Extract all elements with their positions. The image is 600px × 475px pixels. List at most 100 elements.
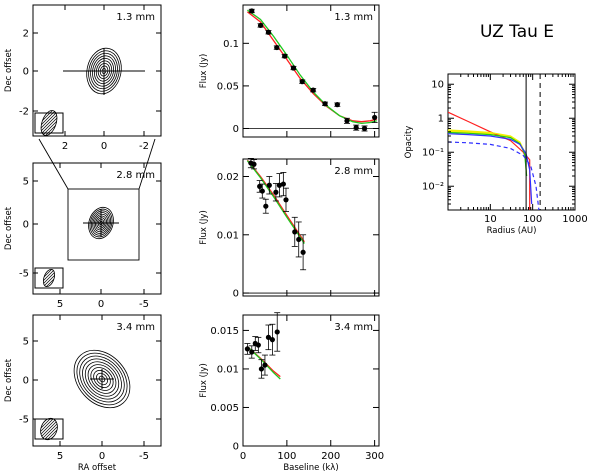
data-point [274,329,280,335]
hatch-line [64,414,94,444]
panel-label: 3.4 mm [334,322,373,333]
contour-level [96,217,106,229]
x-tick-label: -5 [139,451,149,462]
y-tick-label: 5 [23,177,29,188]
data-point [265,334,272,340]
y-tick-label: 10⁻² [422,182,444,193]
y-tick-label: 5 [23,337,29,348]
contour-level [90,210,112,236]
map-panel-3: 3.4 mm 5 0 -5 5 0 -5 Dec offset RA offset [4,314,162,473]
y-tick-label: 0 [233,442,239,453]
contour-maps: 1.3 mm 2 0 -2 2 0 -2 Dec offset 2.8 mm 5 0 -5 5 0 -5 De… [4,4,162,473]
map-x-axis-label: RA offset [78,463,117,473]
y-tick-label: 0.1 [223,39,239,50]
visibility-panel-2: 0 0.01 0.02 2.8 mm Flux (Jy) [199,158,380,300]
flux-axis-label: Flux (Jy) [199,54,209,89]
hatch-line [64,263,94,293]
opacity-curve-red [448,111,531,210]
hatch-line [64,108,94,138]
contour-level [88,206,114,240]
visibility-panel-1: 0 0.05 0.1 1.3 mm Flux (Jy) [199,4,380,138]
data-point [300,249,306,255]
x-tick-label: 10 [484,214,497,225]
visibility-plots: 0 0.05 0.1 1.3 mm Flux (Jy) 0 0.01 0.02 2.8 mm Fl… [199,4,384,473]
data-point [273,189,279,195]
contour-level [93,369,111,389]
model-curve-green [246,160,305,244]
x-tick-label: 100 [277,451,296,462]
panel-label: 2.8 mm [334,166,373,177]
beam-box [34,112,64,134]
beam-ellipse [40,417,58,441]
y-tick-label: 0.01 [217,364,239,375]
map-frame [32,162,162,295]
map-panel-1: 1.3 mm 2 0 -2 2 0 -2 Dec offset [4,4,162,152]
figure-title: UZ Tau E [480,22,554,42]
y-tick-label: 0 [23,67,29,78]
data-point [269,337,275,343]
data-point [344,118,350,124]
plot-frame [242,158,380,297]
x-tick-label: 0 [98,299,104,310]
contour-level [90,367,114,391]
contour-level [79,355,125,403]
y-tick-label: 10 [431,80,444,91]
x-tick-label: 300 [365,451,384,462]
y-tick-label: -2 [19,107,29,118]
beam-box [34,418,64,440]
contour-level [73,349,131,409]
x-tick-label: 1000 [562,214,587,225]
contour-level [93,213,109,233]
panel-label: 1.3 mm [334,12,373,23]
map-label: 1.3 mm [116,12,155,23]
data-point [299,79,305,85]
opacity-curves [448,111,540,210]
map-label: 3.4 mm [116,322,155,333]
x-tick-label: 0 [99,451,105,462]
data-point [322,101,328,107]
data-point [255,342,261,348]
data-point [290,65,297,71]
y-tick-label: 0.02 [217,172,239,183]
x-tick-label: -2 [139,141,149,152]
baseline-axis-label: Baseline (kλ) [283,463,338,473]
zoom-box [67,188,140,261]
opacity-curve-blue-dashed [448,141,540,210]
data-point [249,8,255,14]
data-point [282,53,288,59]
model-curve-red [247,11,377,123]
contour-level [95,60,113,82]
plot-frame [242,314,380,447]
data-point [262,362,268,368]
flux-axis-label: Flux (Jy) [199,363,209,398]
model-curve-green [247,9,377,125]
uncertainty-band [448,130,527,176]
x-tick-label: 5 [57,299,63,310]
contour-level [95,215,107,231]
x-tick-label: 2 [62,141,68,152]
contour-level [96,372,108,386]
y-tick-label: 10⁻¹ [422,148,444,159]
data-point [251,161,257,167]
y-tick-label: 0 [233,289,239,300]
contour-level [89,208,113,238]
contour-level [93,57,115,85]
y-tick-label: 0 [23,220,29,231]
y-tick-label: 0.01 [217,230,239,241]
y-tick-label: 1 [438,114,444,125]
map-label: 2.8 mm [116,170,155,181]
y-tick-label: 0.015 [210,326,239,337]
data-point [263,203,269,209]
beam-ellipse [42,268,56,288]
beam-box [34,267,64,289]
x-tick-label: 100 [523,214,542,225]
beam-ellipse [40,110,58,136]
visibility-panel-3: 0 0.005 0.01 0.015 0 100 200 300 3.4 mm Flux (Jy)… [199,312,384,473]
contour-level [92,212,110,234]
contour-level [99,65,109,77]
zoom-connector [138,138,156,190]
data-point [283,197,289,203]
